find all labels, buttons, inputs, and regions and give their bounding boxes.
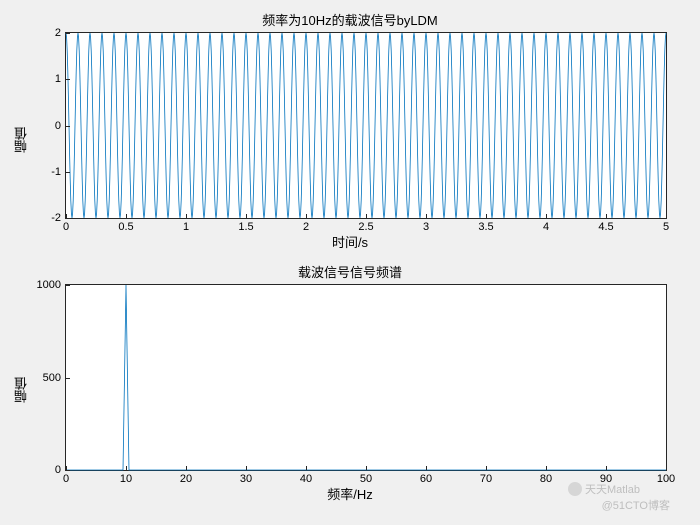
chart2-line [66,285,666,470]
chart1-line [66,33,666,218]
watermark-text-1: 天天Matlab [585,481,640,497]
ytick-label: 500 [43,372,66,384]
ytick-label: 1000 [37,279,66,291]
xtick-label: 40 [300,470,312,485]
chart2-ylabel: 幅值 [12,330,31,450]
ytick-label: 2 [55,27,66,39]
xtick-label: 70 [480,470,492,485]
chart2-plot [66,285,666,470]
xtick-label: 20 [180,470,192,485]
xtick-label: 0.5 [118,218,133,233]
xtick-label: 2 [303,218,309,233]
chart1-ylabel: 幅值 [12,80,31,200]
xtick-label: 80 [540,470,552,485]
xtick-label: 10 [120,470,132,485]
xtick-label: 60 [420,470,432,485]
xtick-label: 50 [360,470,372,485]
xtick-label: 2.5 [358,218,373,233]
xtick-label: 30 [240,470,252,485]
xtick-label: 1.5 [238,218,253,233]
ytick-label: 0 [55,120,66,132]
xtick-label: 3.5 [478,218,493,233]
xtick-label: 1 [183,218,189,233]
watermark-matlab: 天天Matlab [568,481,640,497]
xtick-label: 4.5 [598,218,613,233]
watermark-cto: @51CTO博客 [602,497,670,513]
ytick-label: 0 [55,464,66,476]
chart2-title: 载波信号信号频谱 [20,262,680,281]
xtick-label: 100 [657,470,675,485]
chart2-axes: 010203040506070809010005001000 [65,284,667,471]
matlab-figure: 频率为10Hz的载波信号byLDM 幅值 00.511.522.533.544.… [20,10,680,515]
xtick-label: 5 [663,218,669,233]
ytick-label: 1 [55,73,66,85]
ytick-label: -1 [51,166,66,178]
ytick-label: -2 [51,212,66,224]
chart1-axes: 00.511.522.533.544.55-2-1012 [65,32,667,219]
xtick-label: 4 [543,218,549,233]
xtick-label: 3 [423,218,429,233]
chart1-plot [66,33,666,218]
chart1-title: 频率为10Hz的载波信号byLDM [20,10,680,29]
chart1-xlabel: 时间/s [20,232,680,251]
